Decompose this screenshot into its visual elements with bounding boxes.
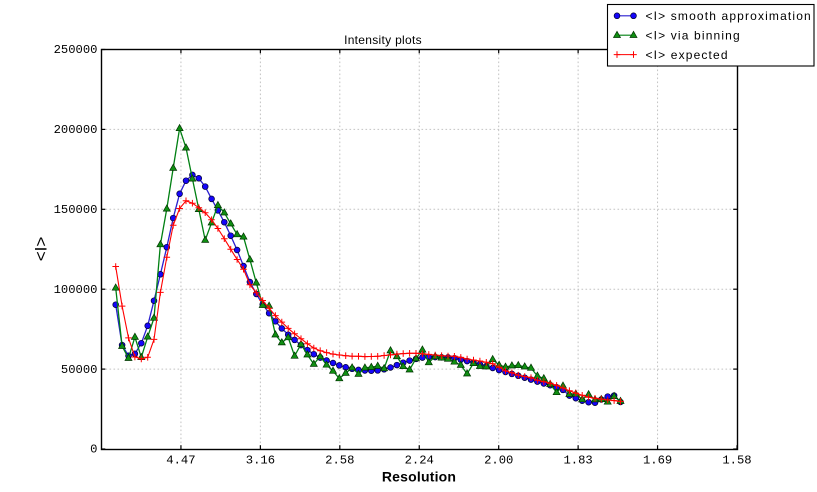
svg-text:250000: 250000 — [54, 43, 98, 57]
svg-text:1.69: 1.69 — [643, 454, 672, 468]
svg-text:2.00: 2.00 — [484, 454, 513, 468]
svg-text:3.16: 3.16 — [246, 454, 275, 468]
svg-text:Resolution: Resolution — [382, 469, 456, 485]
svg-text:200000: 200000 — [54, 123, 98, 137]
svg-text:0: 0 — [90, 443, 97, 457]
svg-text:150000: 150000 — [54, 203, 98, 217]
svg-text:Intensity plots: Intensity plots — [344, 33, 422, 47]
svg-text:1.58: 1.58 — [722, 454, 751, 468]
svg-text:2.58: 2.58 — [325, 454, 354, 468]
svg-text:1.83: 1.83 — [563, 454, 592, 468]
svg-text:<I> smooth approximation: <I> smooth approximation — [646, 9, 812, 23]
svg-text:<I> expected: <I> expected — [646, 48, 729, 62]
svg-text:4.47: 4.47 — [166, 454, 195, 468]
svg-text:2.24: 2.24 — [405, 454, 434, 468]
svg-text:100000: 100000 — [54, 283, 98, 297]
svg-text:<I>: <I> — [32, 237, 51, 262]
svg-text:50000: 50000 — [61, 363, 98, 377]
svg-text:<I> via binning: <I> via binning — [646, 29, 741, 43]
